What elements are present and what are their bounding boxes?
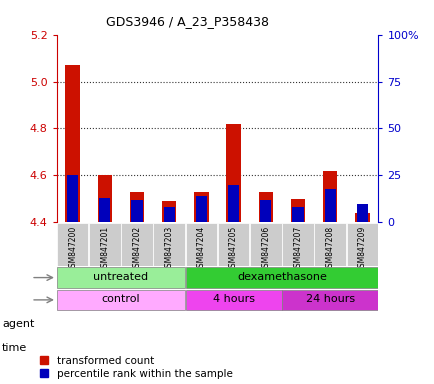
FancyBboxPatch shape [57, 223, 88, 266]
Bar [258, 192, 273, 222]
Text: GSM847207: GSM847207 [293, 226, 302, 272]
Bar [292, 207, 303, 222]
FancyBboxPatch shape [57, 267, 184, 288]
Bar [260, 200, 271, 222]
Text: 24 hours: 24 hours [305, 295, 354, 305]
FancyBboxPatch shape [57, 290, 184, 310]
Bar [226, 124, 240, 222]
Text: agent: agent [2, 319, 34, 329]
Text: GSM847205: GSM847205 [229, 226, 237, 272]
Text: GSM847209: GSM847209 [357, 226, 366, 272]
Bar [356, 204, 367, 222]
Text: GSM847200: GSM847200 [68, 226, 77, 272]
Text: untreated: untreated [93, 272, 148, 282]
FancyBboxPatch shape [314, 223, 345, 266]
Bar [324, 189, 335, 222]
Bar [129, 192, 144, 222]
FancyBboxPatch shape [185, 267, 377, 288]
Bar [163, 207, 174, 222]
Bar [227, 185, 239, 222]
Text: GSM847201: GSM847201 [100, 226, 109, 272]
Bar [131, 200, 142, 222]
FancyBboxPatch shape [121, 223, 152, 266]
FancyBboxPatch shape [153, 223, 184, 266]
Bar [290, 199, 305, 222]
Text: GSM847204: GSM847204 [197, 226, 205, 272]
Legend: transformed count, percentile rank within the sample: transformed count, percentile rank withi… [40, 356, 232, 379]
Bar [354, 213, 369, 222]
Text: 4 hours: 4 hours [212, 295, 254, 305]
FancyBboxPatch shape [346, 223, 377, 266]
Bar [195, 196, 207, 222]
FancyBboxPatch shape [282, 223, 313, 266]
Text: GSM847203: GSM847203 [164, 226, 173, 272]
Text: GDS3946 / A_23_P358438: GDS3946 / A_23_P358438 [105, 15, 268, 28]
Text: GSM847206: GSM847206 [261, 226, 270, 272]
Bar [65, 65, 80, 222]
Text: GSM847208: GSM847208 [325, 226, 334, 272]
FancyBboxPatch shape [250, 223, 281, 266]
Text: GSM847202: GSM847202 [132, 226, 141, 272]
FancyBboxPatch shape [89, 223, 120, 266]
FancyBboxPatch shape [185, 290, 281, 310]
Bar [67, 175, 78, 222]
Bar [322, 171, 337, 222]
Bar [194, 192, 208, 222]
FancyBboxPatch shape [185, 223, 217, 266]
Text: control: control [102, 295, 140, 305]
Text: time: time [2, 343, 27, 353]
Bar [99, 198, 110, 222]
Text: dexamethasone: dexamethasone [237, 272, 326, 282]
FancyBboxPatch shape [217, 223, 249, 266]
Bar [161, 201, 176, 222]
Bar [97, 175, 112, 222]
FancyBboxPatch shape [282, 290, 377, 310]
